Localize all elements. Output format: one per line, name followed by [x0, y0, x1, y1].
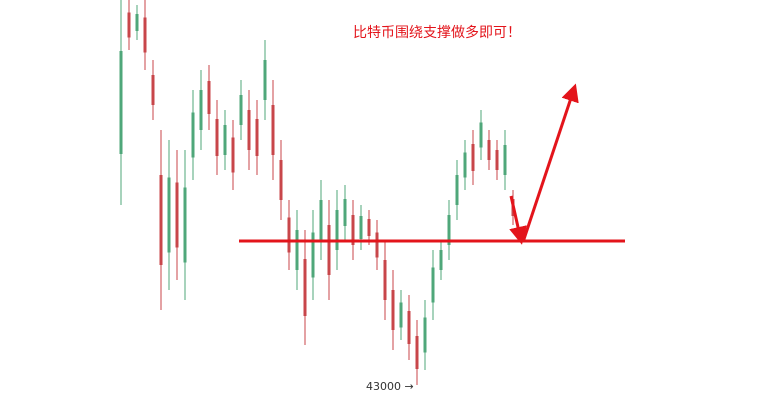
candle-body: [279, 160, 283, 200]
candle-body: [415, 336, 419, 369]
candle-body: [271, 105, 275, 155]
candle-body: [239, 95, 243, 125]
candle-body: [223, 125, 227, 155]
candle-body: [407, 311, 411, 344]
candle-body: [359, 216, 363, 239]
candle-body: [399, 302, 403, 328]
candle-body: [327, 225, 331, 275]
candle-body: [175, 182, 179, 248]
low-label: 43000 →: [366, 380, 414, 393]
candle-body: [207, 81, 211, 114]
candle-body: [183, 187, 187, 263]
candle-body: [135, 14, 139, 31]
candle-body: [431, 267, 435, 303]
candle-body: [151, 75, 155, 105]
candle-body: [455, 175, 459, 205]
candle-body: [159, 175, 163, 265]
candle-body: [487, 140, 491, 160]
candle-body: [335, 210, 339, 250]
candle-body: [423, 317, 427, 353]
arrow-down: [509, 195, 527, 245]
chart-title: 比特币围绕支撑做多即可！: [353, 24, 521, 41]
candle-body: [167, 177, 171, 253]
candle-body: [287, 217, 291, 253]
candle-body: [303, 259, 307, 316]
candle-body: [367, 219, 371, 236]
candle-body: [319, 200, 323, 240]
candle-body: [311, 232, 315, 278]
candle-body: [471, 144, 475, 171]
candle-body: [375, 232, 379, 258]
candle-body: [383, 260, 387, 300]
candle-body: [191, 112, 195, 158]
candle-body: [247, 110, 251, 150]
candle-body: [295, 230, 299, 270]
candle-body: [143, 17, 147, 53]
arrow-up: [521, 83, 579, 243]
candle-body: [199, 90, 203, 130]
candle-body: [495, 150, 499, 170]
candle-body: [479, 122, 483, 148]
candle-body: [343, 199, 347, 226]
candle-body: [231, 137, 235, 173]
candle-body: [439, 250, 443, 270]
candle-body: [127, 12, 131, 38]
candle-body: [351, 215, 355, 245]
candle-body: [255, 119, 259, 156]
candle-body: [463, 152, 467, 178]
candle-body: [215, 119, 219, 156]
candle-body: [503, 145, 507, 175]
candle-body: [391, 290, 395, 330]
candle-body: [447, 215, 451, 245]
candle-body: [263, 60, 267, 100]
candle-body: [119, 51, 123, 154]
